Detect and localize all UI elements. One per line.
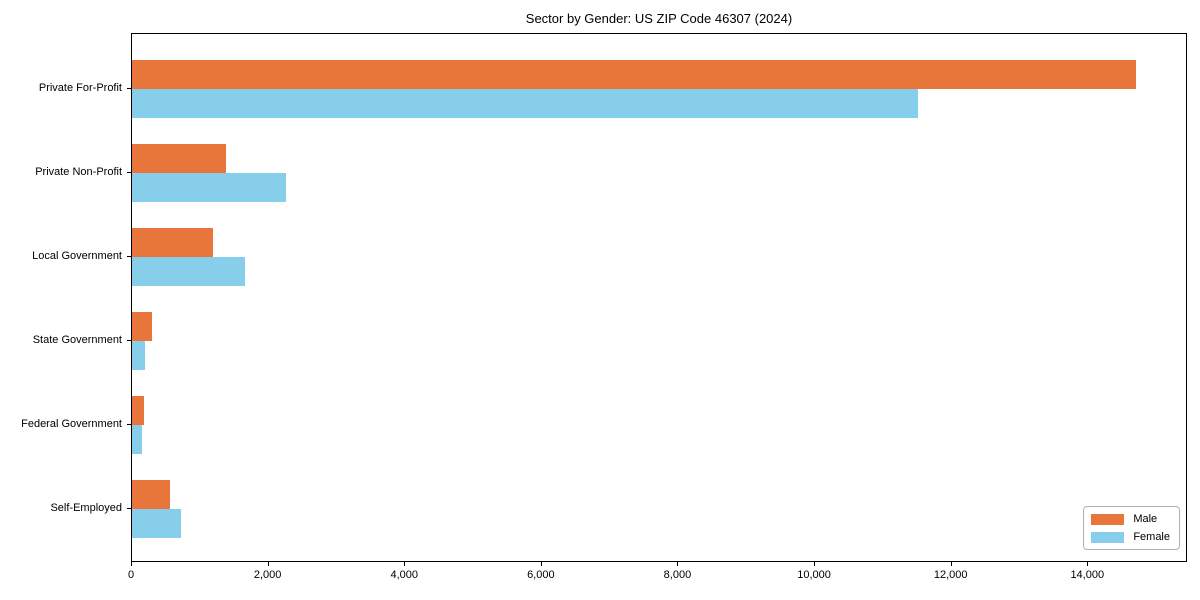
y-tick-label: Local Government [32, 250, 122, 262]
legend-label-male: Male [1133, 513, 1158, 525]
y-tick-label: Private For-Profit [38, 82, 122, 94]
x-tick-mark [950, 562, 952, 566]
x-tick-label: 14,000 [1070, 569, 1105, 581]
plot-area: Male Female [131, 33, 1187, 562]
bar-female-5 [132, 509, 182, 538]
bar-male-0 [132, 60, 1137, 89]
x-tick-label: 8,000 [663, 569, 692, 581]
x-tick-mark [404, 562, 406, 566]
y-tick-mark [127, 172, 131, 173]
x-tick-label: 12,000 [933, 569, 968, 581]
x-tick-label: 6,000 [527, 569, 555, 581]
y-tick-label: Private Non-Profit [35, 166, 122, 178]
y-tick-mark [127, 340, 131, 341]
y-tick-label: Self-Employed [50, 502, 122, 514]
y-tick-label: State Government [32, 334, 122, 346]
bar-male-5 [132, 480, 170, 509]
bar-female-2 [132, 257, 246, 286]
legend-label-female: Female [1133, 531, 1170, 543]
y-tick-mark [127, 424, 131, 425]
male-color-swatch [1091, 513, 1125, 525]
bar-female-4 [132, 425, 143, 454]
bar-male-4 [132, 396, 144, 425]
bar-female-0 [132, 89, 918, 118]
legend-item-female: Female [1091, 531, 1170, 543]
x-tick-mark [814, 562, 816, 566]
bar-female-1 [132, 173, 287, 202]
y-tick-mark [127, 508, 131, 509]
x-tick-mark [131, 562, 132, 566]
y-tick-label: Federal Government [21, 418, 122, 430]
x-tick-mark [1087, 562, 1089, 566]
x-tick-mark [267, 562, 269, 566]
bar-male-3 [132, 312, 152, 341]
chart-title: Sector by Gender: US ZIP Code 46307 (202… [525, 11, 793, 26]
female-color-swatch [1091, 531, 1125, 543]
bar-female-3 [132, 341, 145, 370]
x-tick-label: 10,000 [797, 569, 831, 581]
legend: Male Female [1083, 506, 1180, 550]
y-tick-mark [127, 256, 131, 257]
x-tick-label: 4,000 [390, 569, 418, 581]
x-tick-label: 0 [127, 569, 135, 581]
bar-male-1 [132, 144, 226, 173]
bar-male-2 [132, 228, 214, 257]
x-tick-label: 2,000 [253, 569, 282, 581]
x-tick-mark [540, 562, 542, 566]
legend-item-male: Male [1091, 513, 1170, 525]
y-tick-mark [127, 88, 131, 89]
x-tick-mark [677, 562, 679, 566]
